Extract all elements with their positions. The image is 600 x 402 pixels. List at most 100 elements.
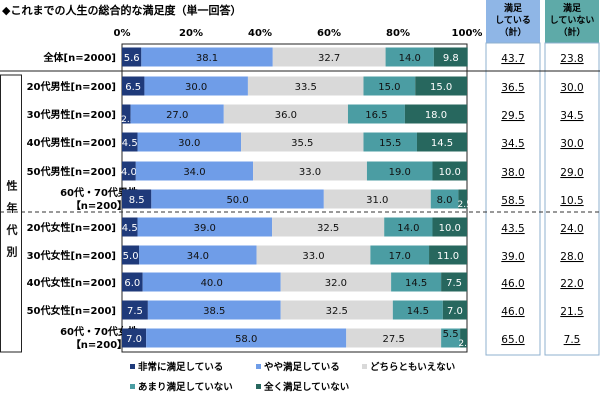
group-label-box (0, 74, 22, 353)
bar-segment (363, 132, 417, 152)
legend-label: やや満足している (264, 361, 340, 373)
category-label: 40代男性[n=200] (27, 136, 116, 149)
bar-value-label: 17.0 (389, 251, 411, 262)
bar-value-label: 7.5 (446, 278, 462, 289)
bar-segment (142, 272, 281, 292)
bar-segment (122, 272, 143, 292)
total-value: 30.0 (560, 82, 583, 94)
bar-segment (391, 272, 442, 292)
bar-segment (247, 76, 364, 96)
bar-segment (122, 76, 145, 96)
total-value: 34.5 (501, 138, 524, 150)
total-header-label: （計） (558, 26, 585, 38)
total-header-label: （計） (499, 26, 526, 38)
bar-segment (122, 132, 138, 152)
bar-segment (223, 104, 348, 124)
total-header-box (486, 0, 540, 43)
bar-segment (432, 161, 467, 181)
bar-segment (460, 328, 467, 348)
bar-value-label: 30.0 (178, 138, 200, 149)
bar-segment (441, 272, 467, 292)
bar-value-label: 33.0 (299, 167, 321, 178)
bar-segment (122, 245, 140, 265)
bar-segment (130, 104, 224, 124)
total-value: 28.0 (560, 251, 583, 263)
bar-value-label: 4.5 (122, 138, 138, 149)
bar-segment (415, 76, 467, 96)
bar-segment (404, 104, 467, 124)
total-value: 21.5 (560, 306, 583, 318)
bar-segment (432, 217, 467, 237)
bar-value-label: 38.1 (196, 53, 218, 64)
bar-value-label: 5.5 (443, 329, 459, 340)
category-label: 50代女性[n=200] (27, 304, 116, 317)
bar-value-label: 33.0 (302, 251, 324, 262)
bar-segment (370, 245, 430, 265)
bar-value-label: 4.5 (122, 223, 138, 234)
x-tick-label: 100% (452, 28, 483, 39)
bar-segment (429, 245, 467, 265)
category-label: 30代女性[n=200] (27, 249, 116, 262)
total-column-frame (544, 42, 600, 356)
bar-segment (122, 161, 136, 181)
total-header-label: 満足 (563, 2, 582, 14)
bar-segment (272, 217, 385, 237)
bar-segment (147, 300, 281, 320)
bar-value-label: 14.0 (399, 53, 421, 64)
bar-segment (253, 161, 367, 181)
bar-value-label: 10.0 (439, 167, 461, 178)
category-label: 50代男性[n=200] (27, 165, 116, 178)
legend-swatch (130, 364, 135, 369)
bar-value-label: 32.5 (317, 223, 339, 234)
bar-value-label: 8.0 (437, 195, 453, 206)
bar-segment (122, 300, 148, 320)
total-value: 36.5 (501, 82, 524, 94)
bar-segment (144, 76, 248, 96)
category-label: 40代女性[n=200] (27, 276, 116, 289)
total-value: 39.0 (501, 251, 524, 263)
legend-label: どちらともいえない (370, 361, 455, 373)
bar-value-label: 14.5 (405, 278, 427, 289)
bar-value-label: 35.5 (291, 138, 313, 149)
total-value: 58.5 (501, 195, 524, 207)
total-value: 29.5 (501, 110, 524, 122)
bar-value-label: 15.0 (430, 82, 452, 93)
bar-value-label: 5.0 (123, 251, 139, 262)
category-label: 【n=200】 (71, 199, 127, 212)
bar-segment (416, 132, 467, 152)
bar-segment (137, 132, 242, 152)
bar-segment (122, 189, 152, 209)
bar-value-label: 2.0 (458, 339, 473, 349)
bar-value-label: 5.6 (124, 53, 140, 64)
legend-label: 非常に満足している (138, 361, 223, 373)
total-value: 30.0 (560, 138, 583, 150)
bar-value-label: 6.5 (125, 82, 141, 93)
bar-segment (384, 217, 433, 237)
bar-value-label: 32.7 (318, 53, 340, 64)
bar-value-label: 16.5 (365, 110, 387, 121)
bar-value-label: 31.0 (366, 195, 388, 206)
total-value: 46.0 (501, 306, 524, 318)
x-tick-label: 40% (248, 28, 272, 39)
bar-value-label: 38.5 (203, 306, 225, 317)
legend-label: あまり満足していない (138, 381, 233, 393)
bar-value-label: 39.0 (194, 223, 216, 234)
bar-value-label: 19.0 (389, 167, 411, 178)
bar-segment (458, 189, 467, 209)
bar-value-label: 27.0 (166, 110, 188, 121)
bar-value-label: 14.5 (431, 138, 453, 149)
total-header-label: 満足 (504, 2, 523, 14)
x-tick-label: 20% (179, 28, 203, 39)
bar-value-label: 11.0 (437, 251, 459, 262)
total-value: 7.5 (564, 334, 581, 346)
category-label: 30代男性[n=200] (27, 108, 116, 121)
bar-value-label: 4.0 (121, 167, 137, 178)
bar-value-label: 10.0 (439, 223, 461, 234)
bar-value-label: 27.5 (383, 334, 405, 345)
bar-value-label: 33.5 (295, 82, 317, 93)
total-value: 43.7 (501, 53, 524, 65)
bar-value-label: 30.0 (185, 82, 207, 93)
bar-segment (441, 328, 461, 348)
chart-title: ◆これまでの人生の総合的な満足度（単一回答） (2, 3, 241, 17)
